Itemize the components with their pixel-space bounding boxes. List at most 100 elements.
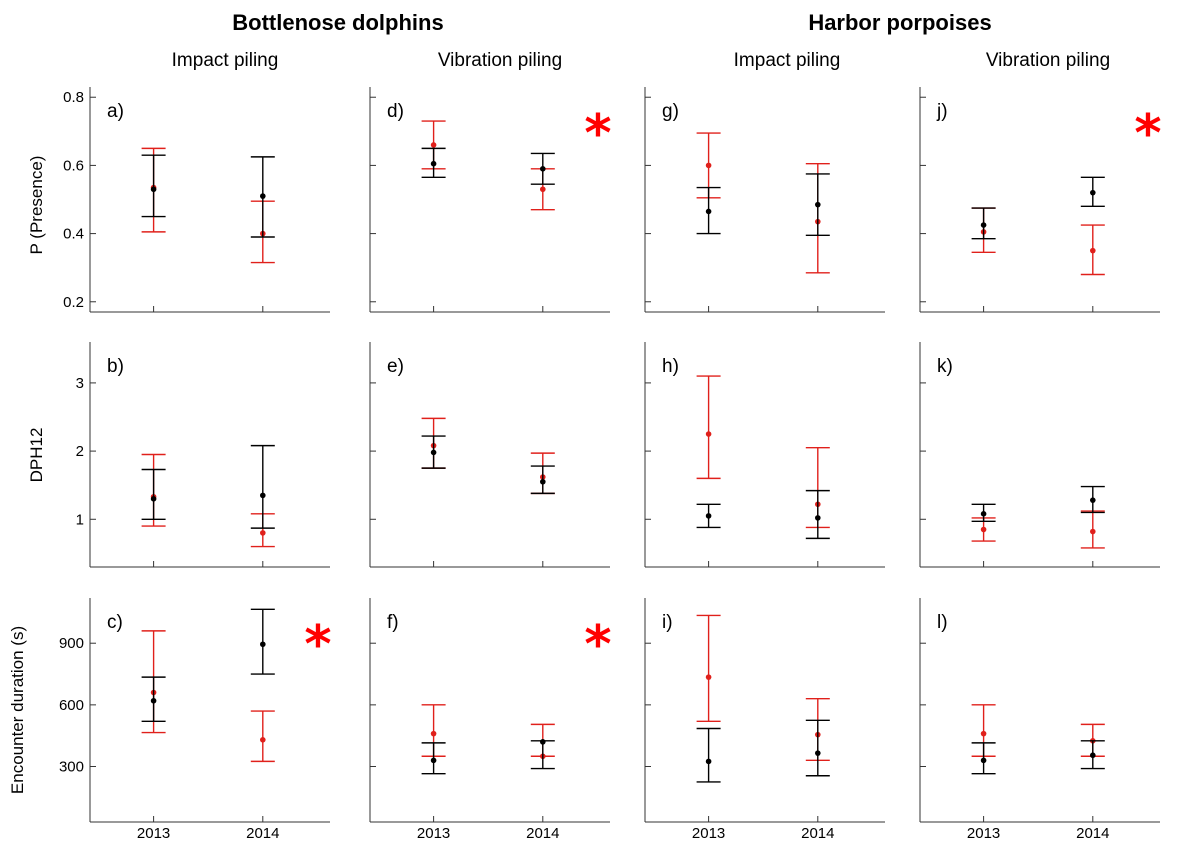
point-black: [540, 478, 546, 485]
point-black: [705, 208, 712, 215]
point-black: [150, 496, 157, 502]
y-tick-label: 600: [59, 697, 84, 714]
y-tick-label: 3: [76, 375, 84, 392]
panel-l: 2013 2014 l): [919, 598, 1160, 841]
point-black: [980, 222, 987, 228]
panel-label: f): [387, 612, 399, 633]
series-red: [141, 453, 275, 548]
x-tick-label: 2013: [692, 825, 725, 841]
group-title-porpoises: Harbor porpoises: [808, 10, 991, 35]
y-tick-label: 0.4: [63, 226, 84, 243]
panel-h: h): [644, 342, 885, 568]
point-red: [430, 730, 437, 737]
y-tick-label: 0.6: [63, 157, 84, 174]
series-black: [971, 740, 1105, 775]
x-tick-label: 2013: [967, 825, 1000, 841]
x-tick-label: 2014: [1076, 825, 1109, 841]
point-black: [815, 515, 821, 521]
significance-asterisk: *: [304, 615, 331, 675]
y-tick-label: 1: [76, 511, 84, 528]
x-tick-label: 2014: [246, 825, 279, 841]
series-black: [696, 173, 830, 236]
point-black: [980, 757, 987, 764]
point-black: [260, 193, 266, 199]
column-title-dolphins-vibration: Vibration piling: [438, 50, 562, 71]
point-red: [980, 730, 987, 737]
panel-label: c): [107, 612, 123, 633]
x-tick-label: 2014: [801, 825, 834, 841]
y-tick-label: 900: [59, 635, 84, 652]
panel-i: 2013 2014 i): [644, 598, 885, 841]
y-tick-label: 0.8: [63, 89, 84, 106]
series-red: [971, 510, 1105, 549]
x-tick-label: 2013: [137, 825, 170, 841]
series-red: [141, 147, 275, 264]
series-black: [696, 489, 830, 540]
column-title-porpoises-impact: Impact piling: [734, 50, 841, 71]
significance-asterisk: *: [584, 104, 611, 164]
point-black: [430, 160, 437, 167]
panel-d: d) *: [369, 87, 612, 313]
series-black: [696, 719, 830, 783]
panel-label: j): [936, 101, 948, 122]
point-red: [1090, 247, 1096, 254]
point-black: [150, 186, 157, 193]
point-red: [260, 736, 266, 743]
point-black: [815, 750, 821, 756]
panel-label: g): [662, 101, 679, 122]
series-black: [141, 154, 275, 238]
column-title-porpoises-vibration: Vibration piling: [986, 50, 1110, 71]
series-red: [971, 207, 1105, 276]
point-red: [540, 186, 546, 193]
series-black: [141, 608, 275, 723]
series-black: [141, 444, 275, 529]
point-black: [430, 757, 437, 764]
point-black: [150, 697, 157, 704]
group-title-dolphins: Bottlenose dolphins: [232, 10, 443, 35]
point-red: [1090, 528, 1096, 535]
point-red: [705, 431, 712, 437]
panel-label: e): [387, 356, 404, 377]
y-axis-label-dph12: DPH12: [27, 428, 46, 483]
point-black: [705, 758, 712, 765]
point-black: [260, 492, 266, 499]
series-black: [421, 147, 555, 185]
panel-label: l): [937, 612, 948, 633]
series-black: [421, 435, 555, 495]
point-red: [430, 142, 437, 148]
panel-label: i): [662, 612, 673, 633]
series-black: [971, 176, 1105, 240]
x-tick-label: 2014: [526, 825, 559, 841]
panel-grid: 0.2 0.4 0.6 0.8 a) d) * g) j) * 1 2 3 b) e) h) k) 300 600 9…: [59, 87, 1162, 841]
point-red: [705, 162, 712, 169]
panel-label: b): [107, 356, 124, 377]
point-black: [705, 513, 712, 519]
point-black: [815, 201, 821, 208]
point-black: [540, 166, 546, 172]
point-black: [1090, 189, 1096, 196]
point-black: [430, 449, 437, 456]
significance-asterisk: *: [1134, 104, 1161, 164]
point-black: [1090, 752, 1096, 759]
panel-a: 0.2 0.4 0.6 0.8 a): [63, 87, 330, 313]
panel-label: d): [387, 101, 404, 122]
point-black: [260, 641, 266, 648]
series-red: [141, 630, 275, 763]
point-black: [540, 739, 546, 745]
series-red: [421, 417, 555, 495]
y-tick-label: 2: [76, 443, 84, 460]
y-tick-label: 300: [59, 759, 84, 776]
panel-c: 300 600 900 2013 2014 c) *: [59, 598, 332, 841]
y-axis-label-presence: P (Presence): [27, 156, 46, 255]
point-red: [260, 530, 266, 536]
series-red: [696, 132, 830, 274]
panel-f: 2013 2014 f) *: [369, 598, 612, 841]
panel-j: j) *: [919, 87, 1162, 313]
panel-b: 1 2 3 b): [76, 342, 330, 568]
series-red: [696, 614, 830, 762]
point-black: [980, 511, 987, 517]
x-tick-label: 2013: [417, 825, 450, 841]
panel-label: h): [662, 356, 679, 377]
significance-asterisk: *: [584, 615, 611, 675]
